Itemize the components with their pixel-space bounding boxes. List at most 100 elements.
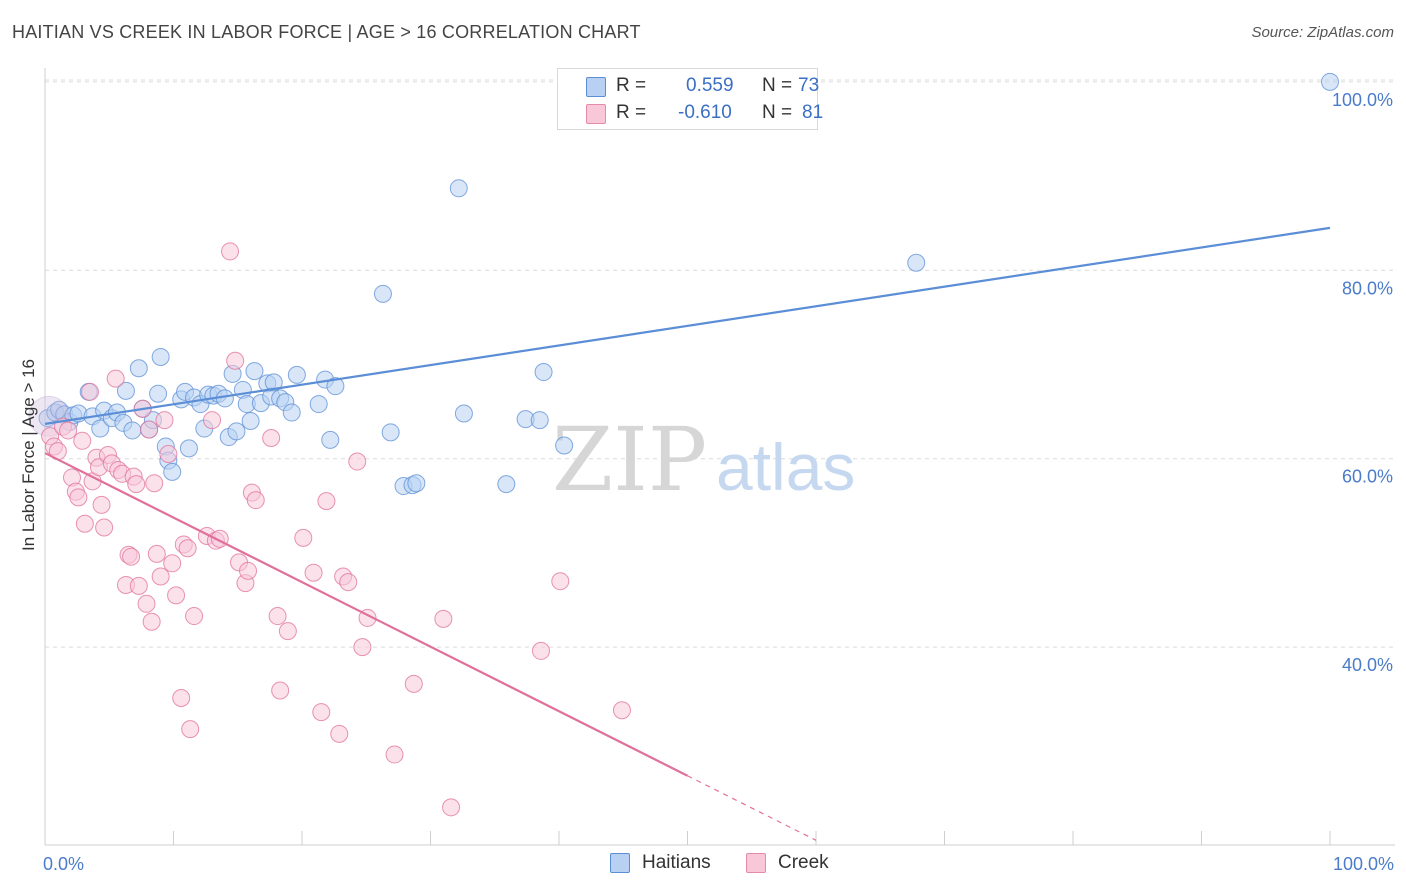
creek-point: [348, 452, 367, 471]
n-label: N =: [762, 102, 793, 123]
creek-point: [80, 382, 99, 401]
trend-lines: [44, 226, 1331, 841]
chart-title: HAITIAN VS CREEK IN LABOR FORCE | AGE > …: [12, 22, 641, 42]
haitians-legend-label: Haitians: [642, 852, 711, 873]
haitians-point: [907, 253, 926, 272]
creek-point: [612, 701, 631, 720]
haitians-r-value: 0.559: [686, 75, 734, 96]
creek-point: [312, 703, 331, 722]
creek-point: [330, 724, 349, 743]
creek-point: [122, 547, 141, 566]
creek-point: [317, 492, 336, 511]
creek-point: [73, 431, 92, 450]
creek-point: [385, 745, 404, 764]
creek-point: [239, 561, 258, 580]
watermark-atlas: atlas: [716, 430, 855, 504]
creek-point: [551, 572, 570, 591]
haitians-point: [407, 474, 426, 493]
creek-point: [221, 242, 240, 261]
haitians-point: [123, 421, 142, 440]
haitians-point: [264, 373, 283, 392]
haitians-point: [454, 404, 473, 423]
watermark-zip: ZIP: [552, 408, 707, 511]
haitians-point: [245, 362, 264, 381]
creek-point: [127, 475, 146, 494]
creek-point: [262, 428, 281, 447]
creek-point: [442, 798, 461, 817]
haitians-point: [381, 423, 400, 442]
haitians-point: [321, 430, 340, 449]
creek-point: [147, 544, 166, 563]
x-tick-label: 0.0%: [43, 854, 84, 874]
haitians-point: [373, 284, 392, 303]
creek-point: [151, 567, 170, 586]
creek-trend-extension: [687, 775, 817, 841]
source-label: Source: ZipAtlas.com: [1251, 24, 1394, 41]
haitians-point: [497, 475, 516, 494]
creek-point: [181, 720, 200, 739]
creek-point: [271, 681, 290, 700]
creek-trend-line: [44, 452, 688, 777]
haitians-point: [129, 359, 148, 378]
axes: [44, 68, 1395, 846]
creek-point: [246, 491, 265, 510]
creek-point: [203, 411, 222, 430]
creek-point: [75, 514, 94, 533]
haitians-point: [326, 377, 345, 396]
creek-point: [178, 539, 197, 558]
creek-point: [69, 488, 88, 507]
creek-point: [532, 641, 551, 660]
haitians-n-value: 73: [798, 75, 820, 96]
creek-point: [294, 528, 313, 547]
creek-legend-swatch: [746, 853, 766, 873]
n-label: N =: [762, 75, 793, 96]
tick-labels: 40.0% 60.0% 80.0% 100.0% 0.0% 100.0%: [43, 90, 1394, 874]
creek-point: [226, 351, 245, 370]
haitians-point: [1321, 72, 1339, 91]
haitians-point: [534, 363, 553, 382]
haitians-point: [149, 384, 168, 403]
creek-point: [172, 689, 191, 708]
creek-point: [140, 420, 159, 439]
y-tick-label: 100.0%: [1332, 90, 1393, 110]
creek-point: [92, 495, 111, 514]
haitians-point: [282, 403, 301, 422]
x-tick-label: 100.0%: [1333, 854, 1394, 874]
creek-point: [167, 586, 186, 605]
r-label: R =: [616, 102, 647, 123]
correlation-legend: R = 0.559 N = 73 R = -0.610 N = 81: [557, 68, 823, 130]
creek-point: [163, 554, 182, 573]
y-axis-label: In Labor Force | Age > 16: [19, 359, 38, 551]
haitians-trend-line: [44, 226, 1331, 425]
creek-point: [59, 421, 78, 440]
haitians-point: [91, 419, 110, 438]
creek-legend-label: Creek: [778, 852, 829, 873]
creek-point: [142, 612, 161, 631]
creek-point: [268, 607, 287, 626]
haitians-point: [116, 381, 135, 400]
r-label: R =: [616, 75, 647, 96]
creek-point: [434, 609, 453, 628]
haitians-point: [151, 347, 170, 366]
creek-point: [404, 674, 423, 693]
haitians-point: [555, 436, 574, 455]
haitians-point: [530, 411, 549, 430]
creek-point: [304, 563, 323, 582]
creek-point: [278, 622, 297, 641]
creek-n-value: 81: [802, 102, 824, 123]
creek-point: [339, 573, 358, 592]
haitians-point: [227, 422, 246, 441]
haitians-point: [449, 179, 468, 198]
creek-point: [95, 518, 114, 537]
haitians-point: [287, 365, 306, 384]
creek-r-value: -0.610: [678, 102, 732, 123]
creek-point: [155, 411, 174, 430]
creek-points: [41, 242, 631, 817]
creek-point: [137, 594, 156, 613]
creek-point: [159, 445, 178, 463]
y-tick-label: 40.0%: [1342, 655, 1393, 675]
haitians-point: [163, 462, 182, 481]
haitians-point: [241, 412, 260, 431]
y-tick-label: 60.0%: [1342, 467, 1393, 487]
